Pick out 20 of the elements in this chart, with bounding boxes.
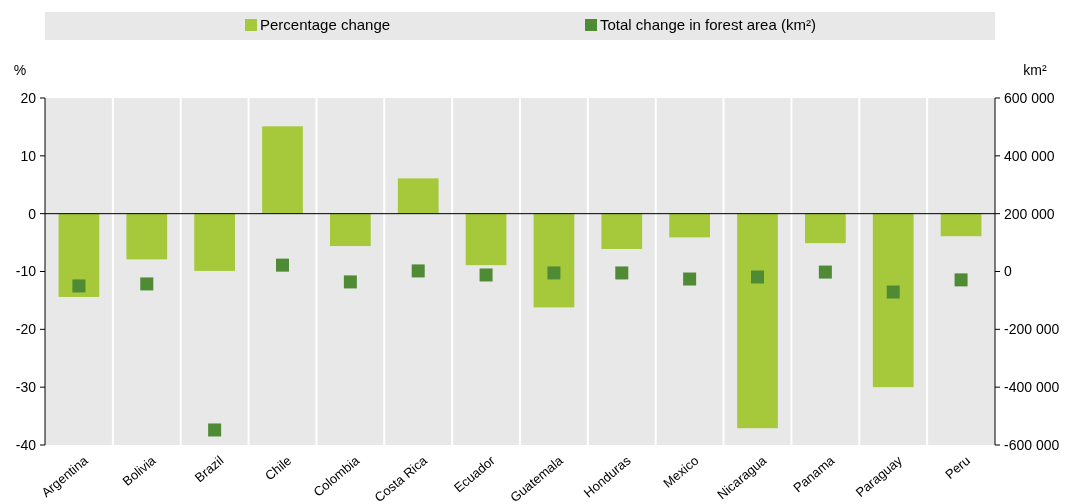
y2-tick-label: 400 000 <box>1004 147 1055 164</box>
y-tick-label: 0 <box>28 205 37 222</box>
x-tick-label: Peru <box>942 452 973 482</box>
legend-label: Percentage change <box>260 16 391 33</box>
y-tick-label: 10 <box>20 147 37 164</box>
y2-tick-label: 600 000 <box>1004 89 1055 106</box>
x-tick-label: Chile <box>261 452 295 484</box>
y-tick-label: -20 <box>15 321 37 338</box>
y2-axis-title: km² <box>1023 62 1047 78</box>
y-tick-label: -40 <box>15 436 37 453</box>
y-tick-label: -10 <box>15 263 37 280</box>
y-axis-title: % <box>13 62 27 78</box>
legend-label: Total change in forest area (km²) <box>600 16 816 33</box>
y-tick-label: 20 <box>20 89 37 106</box>
y2-tick-label: 0 <box>1004 263 1012 280</box>
y2-tick-label: 200 000 <box>1004 205 1055 222</box>
y2-tick-label: -400 000 <box>1004 379 1060 396</box>
y-tick-label: -30 <box>15 379 37 396</box>
y2-tick-label: -200 000 <box>1004 321 1060 338</box>
y2-tick-label: -600 000 <box>1004 436 1060 453</box>
